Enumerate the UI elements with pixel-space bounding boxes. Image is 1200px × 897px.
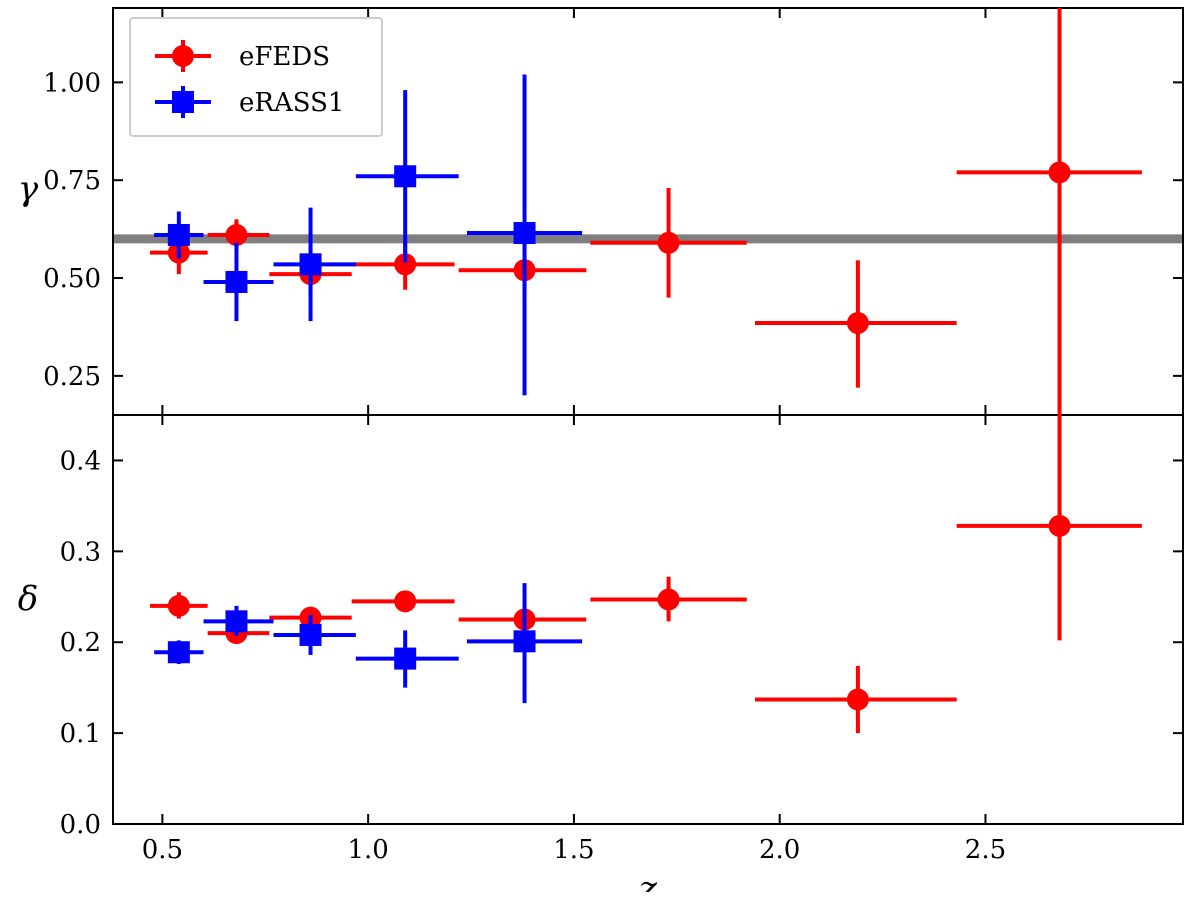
point-delta-erass1-3 xyxy=(394,647,417,670)
y-axis-label-gamma: γ xyxy=(18,169,39,209)
point-delta-efeds-0 xyxy=(167,594,190,617)
point-gamma-efeds-3 xyxy=(394,253,417,276)
legend: eFEDS eRASS1 xyxy=(129,17,383,137)
point-delta-efeds-5 xyxy=(657,588,680,611)
x-tick-label-3: 2.0 xyxy=(759,835,800,865)
point-gamma-erass1-2 xyxy=(299,253,322,276)
legend-label-efeds: eFEDS xyxy=(239,42,330,72)
y-tick-label-gamma-0: 0.25 xyxy=(43,362,101,392)
y-tick-label-delta-0: 0.0 xyxy=(60,810,101,840)
point-gamma-efeds-5 xyxy=(657,231,680,254)
legend-box xyxy=(129,17,383,137)
point-delta-erass1-1 xyxy=(225,610,248,633)
point-gamma-efeds-1 xyxy=(225,223,248,246)
y-tick-label-delta-1: 0.1 xyxy=(60,719,101,749)
point-delta-efeds-6 xyxy=(846,688,869,711)
point-delta-erass1-4 xyxy=(513,630,536,653)
legend-efeds-marker xyxy=(172,45,194,67)
point-gamma-efeds-6 xyxy=(846,312,869,335)
x-tick-label-0: 0.5 xyxy=(142,835,183,865)
point-gamma-erass1-3 xyxy=(394,165,417,188)
y-tick-label-delta-4: 0.4 xyxy=(60,446,101,476)
y-tick-label-delta-2: 0.2 xyxy=(60,628,101,658)
point-gamma-erass1-0 xyxy=(167,223,190,246)
point-gamma-erass1-1 xyxy=(225,270,248,293)
x-tick-label-4: 2.5 xyxy=(965,835,1006,865)
x-tick-label-1: 1.0 xyxy=(347,835,388,865)
y-tick-label-gamma-2: 0.75 xyxy=(43,166,101,196)
legend-erass1-marker xyxy=(172,91,194,113)
y-tick-label-gamma-3: 1.00 xyxy=(43,68,101,98)
y-axis-label-delta: δ xyxy=(18,579,38,619)
point-delta-erass1-0 xyxy=(167,641,190,664)
point-delta-erass1-2 xyxy=(299,623,322,646)
y-tick-label-gamma-1: 0.50 xyxy=(43,264,101,294)
point-gamma-erass1-4 xyxy=(513,222,536,245)
x-axis-label: z xyxy=(638,869,658,892)
point-delta-efeds-3 xyxy=(394,590,417,613)
point-delta-efeds-7 xyxy=(1048,514,1071,537)
marks-layer: 0.25 0.50 0.75 1.00 0.0 0.1 0.2 0.3 0.4 0.5 1.0 1.5… xyxy=(43,8,1183,865)
point-gamma-efeds-7 xyxy=(1048,161,1071,184)
legend-label-erass1: eRASS1 xyxy=(239,88,344,118)
x-tick-label-2: 1.5 xyxy=(553,835,594,865)
panel-frame-delta xyxy=(112,414,1184,825)
y-tick-label-delta-3: 0.3 xyxy=(60,537,101,567)
